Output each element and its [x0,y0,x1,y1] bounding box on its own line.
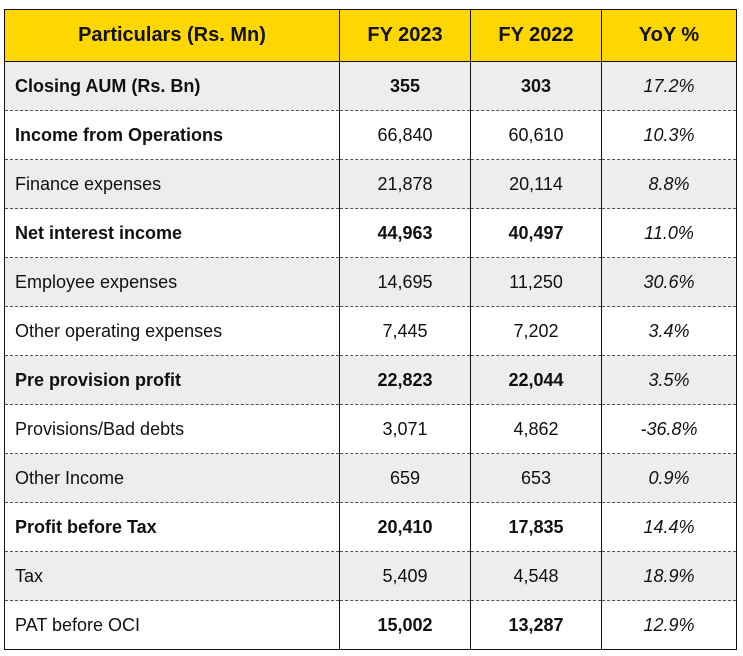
yoy-value: 8.8% [601,159,737,209]
fy2023-value: 3,071 [339,404,471,454]
header-row: Particulars (Rs. Mn) FY 2023 FY 2022 YoY… [4,9,737,62]
fy2022-value: 653 [470,453,602,503]
fy2022-value: 7,202 [470,306,602,356]
row-label: Employee expenses [4,257,340,307]
header-yoy: YoY % [601,9,737,62]
fy2022-value: 4,862 [470,404,602,454]
fy2023-value: 15,002 [339,600,471,650]
fy2022-value: 13,287 [470,600,602,650]
fy2022-value: 4,548 [470,551,602,601]
financial-summary-table: Particulars (Rs. Mn) FY 2023 FY 2022 YoY… [4,9,737,650]
table-row: Employee expenses 14,695 11,250 30.6% [4,257,737,307]
yoy-value: 14.4% [601,502,737,552]
row-label: Tax [4,551,340,601]
row-label: Other Income [4,453,340,503]
fy2023-value: 22,823 [339,355,471,405]
yoy-value: 3.5% [601,355,737,405]
fy2022-value: 40,497 [470,208,602,258]
table-header: Particulars (Rs. Mn) FY 2023 FY 2022 YoY… [4,9,737,62]
row-label: Net interest income [4,208,340,258]
table-row: PAT before OCI 15,002 13,287 12.9% [4,600,737,650]
yoy-value: 11.0% [601,208,737,258]
header-fy2023: FY 2023 [339,9,471,62]
table-row: Finance expenses 21,878 20,114 8.8% [4,159,737,209]
fy2023-value: 20,410 [339,502,471,552]
fy2023-value: 21,878 [339,159,471,209]
table-row: Closing AUM (Rs. Bn) 355 303 17.2% [4,61,737,111]
yoy-value: -36.8% [601,404,737,454]
row-label: Finance expenses [4,159,340,209]
yoy-value: 30.6% [601,257,737,307]
header-particulars: Particulars (Rs. Mn) [4,9,340,62]
yoy-value: 17.2% [601,61,737,111]
yoy-value: 10.3% [601,110,737,160]
table-body: Closing AUM (Rs. Bn) 355 303 17.2% Incom… [4,61,737,650]
yoy-value: 12.9% [601,600,737,650]
row-label: PAT before OCI [4,600,340,650]
table-row: Profit before Tax 20,410 17,835 14.4% [4,502,737,552]
fy2022-value: 17,835 [470,502,602,552]
yoy-value: 18.9% [601,551,737,601]
table-row: Other operating expenses 7,445 7,202 3.4… [4,306,737,356]
row-label: Other operating expenses [4,306,340,356]
header-fy2022: FY 2022 [470,9,602,62]
fy2023-value: 44,963 [339,208,471,258]
fy2023-value: 14,695 [339,257,471,307]
fy2022-value: 22,044 [470,355,602,405]
table-row: Pre provision profit 22,823 22,044 3.5% [4,355,737,405]
fy2022-value: 60,610 [470,110,602,160]
row-label: Profit before Tax [4,502,340,552]
row-label: Pre provision profit [4,355,340,405]
fy2023-value: 659 [339,453,471,503]
fy2022-value: 11,250 [470,257,602,307]
table-row: Provisions/Bad debts 3,071 4,862 -36.8% [4,404,737,454]
table-row: Tax 5,409 4,548 18.9% [4,551,737,601]
fy2023-value: 355 [339,61,471,111]
row-label: Provisions/Bad debts [4,404,340,454]
financial-table-container: Particulars (Rs. Mn) FY 2023 FY 2022 YoY… [4,9,737,650]
yoy-value: 3.4% [601,306,737,356]
table-row: Net interest income 44,963 40,497 11.0% [4,208,737,258]
fy2022-value: 20,114 [470,159,602,209]
table-row: Other Income 659 653 0.9% [4,453,737,503]
fy2023-value: 66,840 [339,110,471,160]
fy2022-value: 303 [470,61,602,111]
yoy-value: 0.9% [601,453,737,503]
fy2023-value: 7,445 [339,306,471,356]
row-label: Income from Operations [4,110,340,160]
fy2023-value: 5,409 [339,551,471,601]
row-label: Closing AUM (Rs. Bn) [4,61,340,111]
table-row: Income from Operations 66,840 60,610 10.… [4,110,737,160]
